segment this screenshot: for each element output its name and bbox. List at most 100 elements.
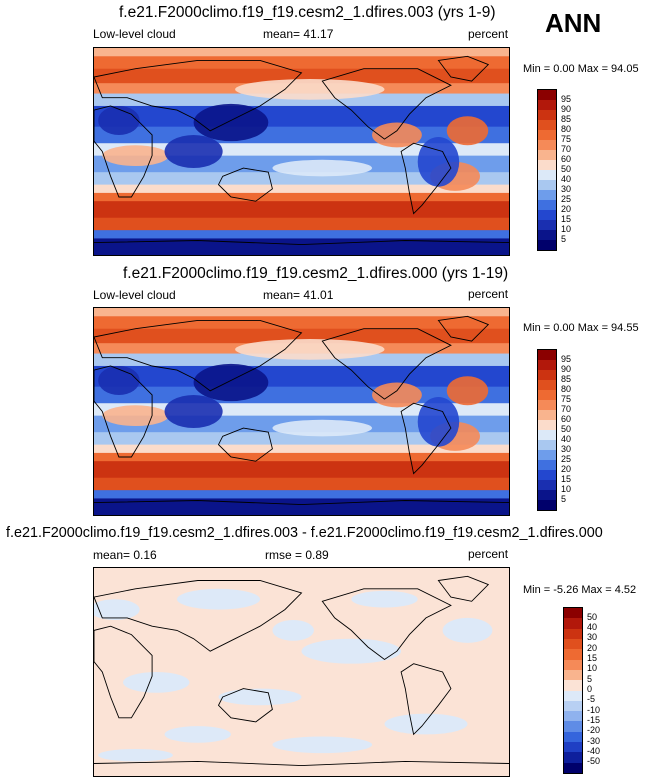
field-blob	[351, 590, 418, 608]
colorbar-swatch	[538, 210, 556, 220]
field-band	[94, 105, 509, 128]
colorbar-swatch	[538, 170, 556, 180]
colorbar-swatch	[538, 380, 556, 390]
field-blob	[272, 419, 373, 437]
coastline	[94, 59, 303, 132]
colorbar-label: -30	[587, 735, 601, 746]
colorbar-label: 40	[561, 433, 572, 444]
colorbar-swatch	[538, 470, 556, 480]
colorbar-swatch	[538, 160, 556, 170]
coastline	[321, 328, 452, 400]
colorbar-swatch	[538, 350, 556, 360]
field-blob	[272, 736, 373, 754]
field-blob	[272, 620, 314, 641]
colorbar-label: -5	[587, 694, 596, 705]
panel1-colorbar	[537, 89, 557, 251]
panel2-colorbar	[537, 349, 557, 511]
colorbar-swatch	[564, 700, 582, 712]
panel1-units-label: percent	[468, 27, 509, 41]
panel3-rmse-label: rmse = 0.89	[265, 548, 329, 562]
field-band	[94, 308, 509, 317]
field-band	[94, 192, 509, 202]
colorbar-label: 10	[587, 663, 598, 674]
season-label: ANN	[545, 8, 602, 38]
colorbar-swatch	[564, 628, 582, 639]
field-band	[94, 461, 509, 479]
colorbar-swatch	[564, 742, 582, 753]
panel2-map-svg	[94, 308, 509, 515]
colorbar-label: 80	[561, 383, 572, 394]
colorbar-swatch	[538, 430, 556, 440]
field-band	[94, 172, 509, 186]
panel1-map	[93, 47, 510, 256]
field-band	[94, 184, 509, 194]
colorbar-swatch	[564, 721, 582, 732]
field-blob	[164, 726, 231, 743]
colorbar-swatch	[538, 190, 556, 200]
colorbar-swatch	[564, 618, 582, 629]
field-band	[94, 490, 509, 499]
coastline	[321, 588, 452, 661]
coastline	[94, 240, 509, 246]
colorbar-label: 5	[561, 233, 567, 244]
panel2-colorbar-labels: 95 90 85 80 75 70 60 50 40 30 25 20 15 10 5	[561, 349, 591, 509]
colorbar-swatch	[538, 120, 556, 130]
panel3-units-label: percent	[468, 547, 509, 561]
field-blob	[177, 588, 260, 610]
panel1-minmax: Min = 0.00 Max = 94.05	[523, 63, 639, 75]
colorbar-swatch	[564, 731, 582, 743]
field-blob	[98, 748, 173, 762]
panel3-minmax: Min = -5.26 Max = 4.52	[523, 584, 637, 596]
colorbar-swatch	[538, 440, 556, 450]
field-band	[94, 498, 509, 515]
panel2-map	[93, 307, 510, 516]
field-band	[94, 316, 509, 330]
colorbar-swatch	[538, 370, 556, 380]
panel1-title: f.e21.F2000climo.f19_f19.cesm2_1.dfires.…	[119, 4, 496, 21]
field-band	[94, 217, 509, 231]
field-blob	[123, 672, 190, 693]
field-band	[94, 93, 509, 107]
field-blob	[301, 638, 402, 664]
colorbar-swatch	[538, 480, 556, 490]
colorbar-swatch	[564, 762, 582, 773]
field-blob	[235, 79, 385, 100]
coastline	[400, 142, 452, 215]
colorbar-label: 15	[561, 213, 572, 224]
panel1-variable-label: Low-level cloud	[93, 27, 176, 41]
colorbar-swatch	[538, 240, 556, 250]
field-blob	[384, 713, 468, 735]
colorbar-label: 25	[561, 193, 572, 204]
colorbar-label: 5	[561, 493, 567, 504]
colorbar-label: -50	[587, 756, 601, 767]
field-blob	[164, 394, 223, 429]
colorbar-swatch	[538, 230, 556, 240]
colorbar-swatch	[564, 669, 582, 681]
colorbar-swatch	[538, 450, 556, 460]
field-blob	[442, 617, 493, 643]
colorbar-label: 50	[587, 611, 598, 622]
panel3-map	[93, 567, 510, 777]
colorbar-label: 90	[561, 363, 572, 374]
colorbar-swatch	[538, 130, 556, 140]
colorbar-label: 0	[587, 684, 593, 694]
colorbar-label: 5	[587, 673, 593, 684]
field-band	[94, 201, 509, 219]
field-blob	[102, 145, 169, 166]
field-blob	[446, 376, 489, 406]
colorbar-swatch	[538, 140, 556, 150]
colorbar-swatch	[538, 400, 556, 410]
colorbar-label: 20	[587, 642, 598, 653]
field-band	[94, 230, 509, 239]
colorbar-label: 80	[561, 123, 572, 134]
colorbar-label: -20	[587, 725, 601, 736]
colorbar-label: 50	[561, 163, 572, 174]
field-band	[94, 68, 509, 84]
colorbar-swatch	[564, 649, 582, 660]
colorbar-label: 90	[561, 103, 572, 114]
colorbar-label: 20	[561, 463, 572, 474]
coastline	[217, 688, 273, 723]
colorbar-swatch	[538, 90, 556, 100]
coastline	[94, 365, 153, 458]
panel3-colorbar	[563, 607, 583, 774]
